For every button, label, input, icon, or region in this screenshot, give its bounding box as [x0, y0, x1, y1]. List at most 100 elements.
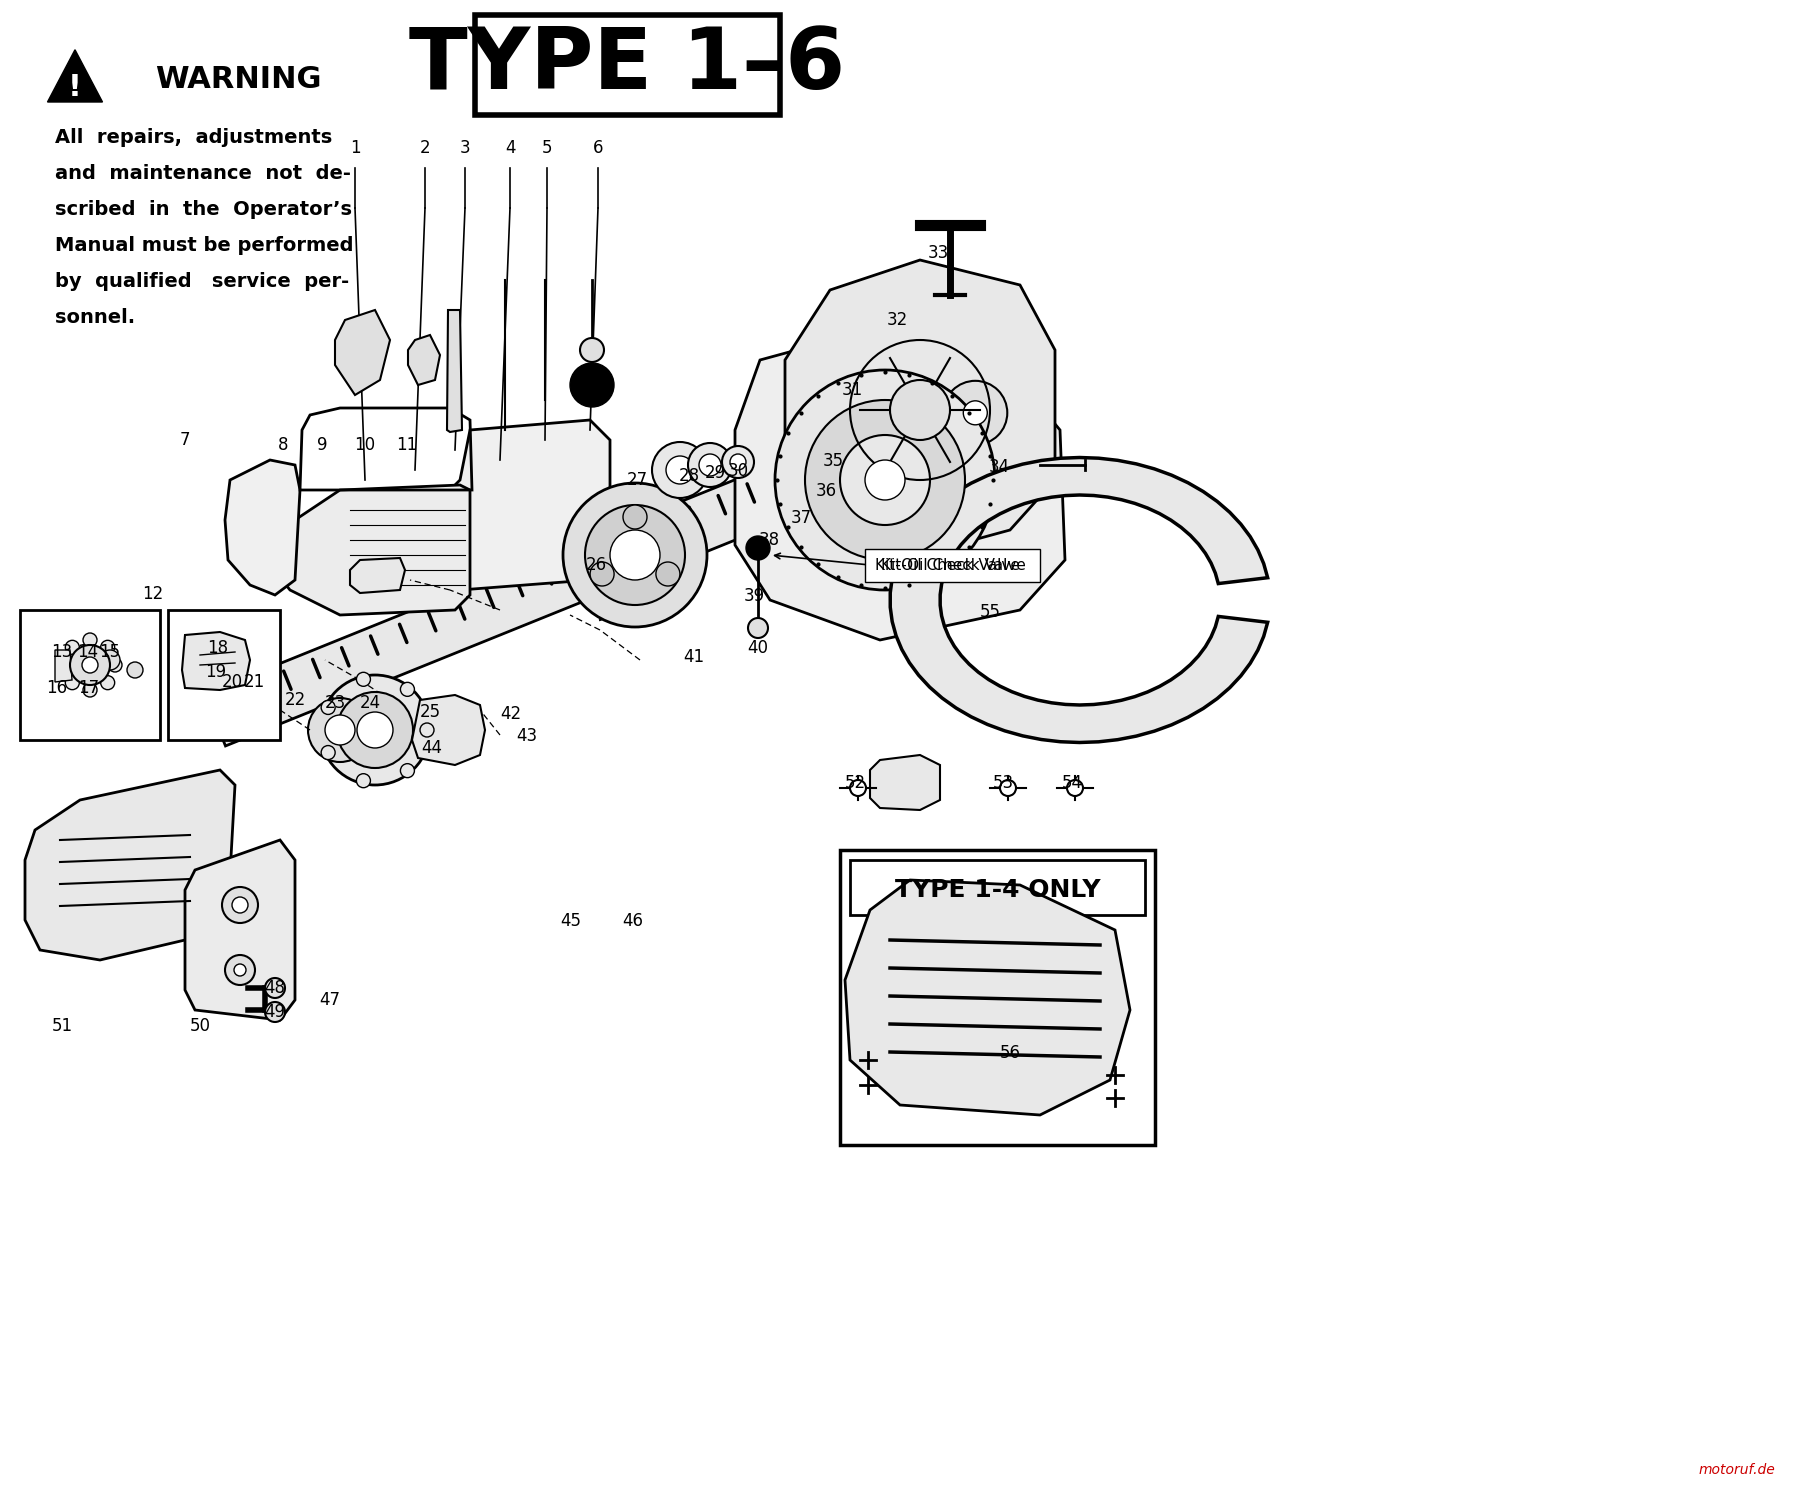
Polygon shape: [869, 756, 940, 810]
Circle shape: [866, 460, 905, 500]
Text: 1: 1: [349, 140, 360, 158]
Bar: [20, 610, 160, 740]
Text: 10: 10: [355, 436, 376, 454]
Polygon shape: [185, 840, 295, 1020]
Text: 50: 50: [189, 1017, 211, 1035]
Text: 27: 27: [626, 472, 648, 490]
Text: sonnel.: sonnel.: [56, 308, 135, 327]
Circle shape: [688, 443, 733, 487]
Text: 38: 38: [758, 532, 779, 550]
Text: TYPE 1–6: TYPE 1–6: [409, 24, 846, 107]
Circle shape: [101, 640, 115, 655]
Text: 21: 21: [243, 673, 265, 691]
Circle shape: [400, 682, 414, 697]
Circle shape: [698, 454, 722, 476]
Circle shape: [722, 446, 754, 478]
Polygon shape: [277, 485, 470, 614]
Circle shape: [419, 722, 434, 737]
Text: 31: 31: [841, 382, 862, 400]
Text: 32: 32: [886, 311, 907, 329]
Text: 23: 23: [324, 694, 346, 712]
Circle shape: [65, 640, 79, 655]
Text: 12: 12: [142, 584, 164, 602]
Text: 55: 55: [979, 602, 1001, 620]
Circle shape: [320, 700, 335, 715]
Bar: [866, 550, 1040, 581]
Text: WARNING: WARNING: [155, 66, 322, 95]
Circle shape: [337, 692, 412, 768]
Circle shape: [221, 888, 257, 924]
Text: 53: 53: [992, 774, 1013, 792]
Circle shape: [571, 363, 614, 407]
Text: by  qualified   service  per-: by qualified service per-: [56, 272, 349, 291]
Circle shape: [563, 484, 707, 626]
Circle shape: [580, 338, 605, 362]
Text: 11: 11: [396, 436, 418, 454]
Circle shape: [749, 617, 769, 638]
Circle shape: [356, 673, 371, 686]
Circle shape: [400, 763, 414, 778]
Text: 19: 19: [205, 662, 227, 680]
Circle shape: [265, 978, 284, 997]
Text: 45: 45: [560, 912, 581, 930]
Text: scribed  in  the  Operator’s: scribed in the Operator’s: [56, 200, 353, 219]
Text: 8: 8: [277, 436, 288, 454]
Text: 33: 33: [927, 243, 949, 261]
Polygon shape: [47, 50, 103, 102]
Text: 36: 36: [815, 482, 837, 500]
Circle shape: [58, 658, 72, 671]
Circle shape: [623, 505, 646, 529]
Circle shape: [101, 650, 121, 670]
Text: 47: 47: [320, 991, 340, 1009]
Polygon shape: [734, 330, 1066, 640]
Polygon shape: [349, 559, 405, 593]
Text: 54: 54: [1062, 774, 1082, 792]
Text: !: !: [68, 74, 83, 102]
Text: 5: 5: [542, 140, 553, 158]
Circle shape: [320, 745, 335, 760]
Text: and  maintenance  not  de-: and maintenance not de-: [56, 164, 351, 183]
Text: 35: 35: [823, 452, 844, 470]
Text: 39: 39: [743, 587, 765, 605]
Circle shape: [356, 774, 371, 787]
Bar: [475, 15, 779, 116]
Bar: [167, 610, 281, 740]
Text: 29: 29: [704, 464, 725, 482]
Circle shape: [65, 676, 79, 689]
Text: Kit-Oil Check Valve: Kit-Oil Check Valve: [880, 557, 1026, 572]
Circle shape: [101, 676, 115, 689]
Text: 26: 26: [585, 556, 607, 574]
Circle shape: [1001, 780, 1015, 796]
Circle shape: [83, 683, 97, 697]
Text: 28: 28: [679, 467, 700, 485]
Circle shape: [83, 656, 97, 673]
Text: All  repairs,  adjustments: All repairs, adjustments: [56, 128, 333, 147]
Text: 2: 2: [419, 140, 430, 158]
Text: Manual must be performed: Manual must be performed: [56, 236, 353, 255]
Polygon shape: [335, 309, 391, 395]
Polygon shape: [439, 421, 610, 590]
Text: motoruf.de: motoruf.de: [1697, 1463, 1775, 1476]
Text: 25: 25: [419, 703, 441, 721]
Polygon shape: [205, 388, 986, 746]
Polygon shape: [412, 695, 484, 765]
Circle shape: [745, 536, 770, 560]
Polygon shape: [446, 309, 463, 433]
Circle shape: [128, 662, 142, 677]
Circle shape: [83, 632, 97, 647]
Circle shape: [610, 530, 661, 580]
Circle shape: [225, 955, 256, 985]
Circle shape: [963, 401, 986, 425]
Polygon shape: [891, 458, 1267, 742]
Text: 18: 18: [207, 638, 229, 656]
Circle shape: [232, 897, 248, 913]
Circle shape: [320, 674, 430, 786]
Circle shape: [265, 1002, 284, 1021]
Text: 30: 30: [727, 463, 749, 481]
Circle shape: [731, 454, 745, 470]
Circle shape: [356, 712, 392, 748]
Text: 15: 15: [99, 643, 121, 661]
Circle shape: [850, 780, 866, 796]
Circle shape: [234, 964, 247, 976]
Circle shape: [70, 644, 110, 685]
